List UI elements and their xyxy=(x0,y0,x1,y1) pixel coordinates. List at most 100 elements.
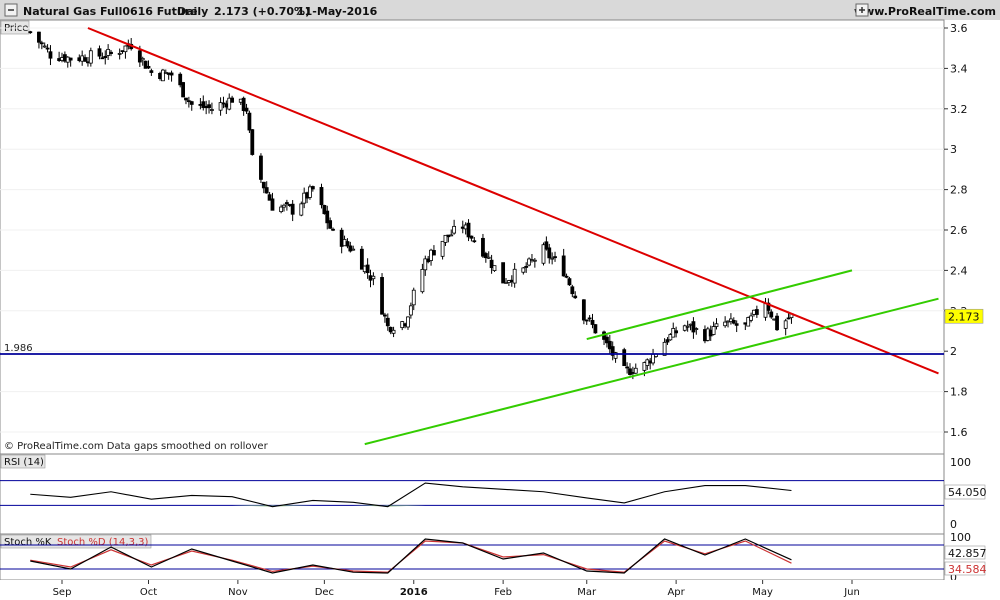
candle-body xyxy=(365,264,370,274)
candle xyxy=(161,68,165,82)
candle xyxy=(227,93,232,111)
candle-body xyxy=(469,235,474,239)
candle xyxy=(267,191,272,201)
candle xyxy=(391,326,396,338)
candle-body xyxy=(472,240,477,243)
candle-body xyxy=(483,253,488,259)
price-y-tick-label: 3.2 xyxy=(950,103,968,116)
candle xyxy=(408,302,413,319)
candle-body xyxy=(184,97,188,101)
candle xyxy=(420,263,425,294)
rsi-panel-label: RSI (14) xyxy=(4,457,44,468)
candle xyxy=(37,31,41,49)
candle xyxy=(411,287,416,311)
candle xyxy=(775,313,779,331)
price-y-axis: 1.61.822.22.42.62.833.23.43.6 xyxy=(944,22,968,439)
candle-body xyxy=(181,82,185,98)
trendline-resistance xyxy=(87,27,939,375)
candle xyxy=(39,40,44,50)
candle xyxy=(682,324,687,332)
candle xyxy=(466,219,471,242)
candle-body xyxy=(786,317,791,320)
candle xyxy=(189,100,194,111)
candle xyxy=(749,312,753,323)
candle xyxy=(339,227,344,254)
candle xyxy=(731,317,736,325)
candle-body xyxy=(308,186,312,198)
candle xyxy=(734,320,739,333)
candle-body xyxy=(541,244,546,264)
price-y-tick-label: 3 xyxy=(950,143,957,156)
last-price-badge: 2.173 xyxy=(944,308,984,324)
candle-body xyxy=(769,311,774,318)
candle-body xyxy=(587,317,592,320)
candle xyxy=(711,321,716,336)
candle-body xyxy=(547,247,552,259)
candle-body xyxy=(385,317,390,327)
x-tick-label: Nov xyxy=(228,587,248,598)
candle-body xyxy=(486,256,491,259)
candle xyxy=(584,319,589,325)
website-label[interactable]: www.ProRealTime.com xyxy=(854,5,996,18)
candle-body xyxy=(512,268,517,284)
candle-body xyxy=(322,204,327,215)
candle-body xyxy=(440,240,445,257)
candle xyxy=(665,337,670,345)
rsi-line xyxy=(30,482,792,508)
candle xyxy=(766,298,771,315)
candle-body xyxy=(137,50,142,63)
rsi-label-box xyxy=(0,454,46,469)
candle-body xyxy=(230,97,235,103)
candle xyxy=(299,201,304,217)
candle xyxy=(581,299,586,325)
candle xyxy=(186,96,191,108)
candle xyxy=(308,184,312,200)
candle-body xyxy=(88,50,93,64)
candle-body xyxy=(267,194,272,201)
stoch-y-axis: 0 100 xyxy=(950,531,971,584)
candle-body xyxy=(544,241,549,250)
candle xyxy=(544,236,549,251)
candle-body xyxy=(284,202,289,205)
candle-body xyxy=(345,241,350,247)
candle-body xyxy=(42,45,47,48)
candle xyxy=(501,262,506,284)
candle-body xyxy=(247,112,252,131)
candle-body xyxy=(282,204,286,208)
candle-body xyxy=(48,51,53,59)
candle-body xyxy=(567,278,572,286)
candle-body xyxy=(299,203,304,216)
candle xyxy=(406,316,410,330)
rsi-panel: RSI (14) 0 100 54.050 xyxy=(0,453,987,535)
candle-body xyxy=(625,366,630,369)
candle-body xyxy=(550,257,555,260)
candle xyxy=(359,245,364,270)
candle xyxy=(590,313,595,329)
candle-body xyxy=(186,100,191,103)
candle-body xyxy=(685,325,690,328)
candle-body xyxy=(339,229,344,247)
collapse-icon[interactable] xyxy=(4,3,18,17)
candle-body xyxy=(279,206,284,213)
candle-body xyxy=(250,129,255,155)
candle xyxy=(28,30,33,34)
copyright-note: © ProRealTime.com Data gaps smoothed on … xyxy=(4,441,269,452)
candle-body xyxy=(149,70,154,73)
candle xyxy=(103,50,108,65)
x-tick-label: May xyxy=(752,587,773,598)
candle-body xyxy=(581,299,586,321)
candle-body xyxy=(331,228,335,231)
candle xyxy=(218,97,223,116)
timeframe-label: Daily xyxy=(177,5,208,18)
candle-body xyxy=(201,101,206,108)
header-date: 11-May-2016 xyxy=(297,5,378,18)
candle-body xyxy=(694,328,699,330)
add-indicator-icon[interactable] xyxy=(855,3,869,17)
candle xyxy=(385,313,390,331)
candle xyxy=(570,284,575,298)
candle-body xyxy=(117,52,122,55)
candle xyxy=(605,334,609,348)
candle-body xyxy=(169,72,174,76)
candle xyxy=(279,204,284,214)
candle-body xyxy=(406,316,410,328)
